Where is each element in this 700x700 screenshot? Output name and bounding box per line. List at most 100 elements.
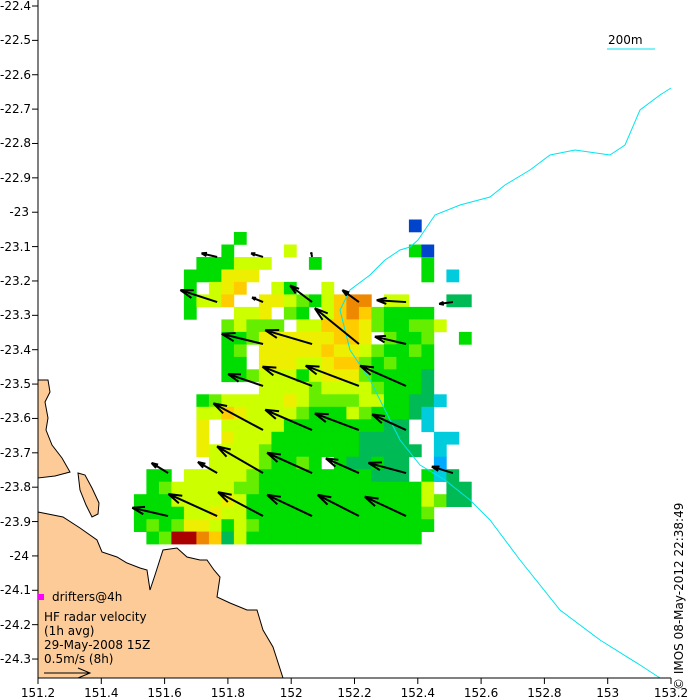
velocity-cell [283,344,297,358]
velocity-cell [296,494,310,507]
velocity-cell [371,344,385,358]
velocity-cell [421,269,435,283]
velocity-cell [346,294,360,308]
velocity-cell [308,494,322,507]
velocity-cell [271,369,285,383]
velocity-cell [246,257,260,270]
velocity-cell [146,519,160,532]
velocity-cell [371,444,385,458]
velocity-cell [358,394,372,408]
velocity-cell [408,306,422,320]
velocity-cell [221,506,235,520]
velocity-cell [271,356,285,370]
velocity-cell [446,294,460,308]
velocity-cell [408,344,422,358]
velocity-arrow [179,289,218,304]
x-tick-label: 151.2 [20,686,56,700]
velocity-cell [258,344,272,358]
velocity-cell [408,406,422,420]
velocity-cell [396,344,410,358]
y-tick-label: -23.5 [0,377,32,392]
velocity-cell [383,431,397,445]
velocity-cell [408,369,422,383]
velocity-cell [308,469,322,482]
y-tick-label: -23.1 [0,239,32,254]
velocity-cell [308,344,322,358]
velocity-cell [158,519,172,532]
velocity-cell [221,344,235,358]
velocity-cell [396,306,410,320]
velocity-cell [208,257,222,270]
velocity-cell [271,394,285,408]
velocity-cell [221,269,235,283]
velocity-cell [358,531,372,545]
velocity-cell [233,281,247,295]
velocity-cell [358,331,372,345]
velocity-cell [208,269,222,283]
velocity-cell [321,381,335,395]
velocity-cell [408,531,422,545]
velocity-cell [296,306,310,320]
velocity-cell [246,269,260,283]
velocity-cell [308,319,322,333]
isobath-200m-line [339,87,672,679]
velocity-cell [433,431,447,445]
velocity-cell [421,506,435,520]
velocity-cell [383,481,397,495]
velocity-cell [246,494,260,507]
velocity-cell [183,519,197,532]
velocity-arrow [227,373,264,387]
velocity-cell [383,381,397,395]
velocity-cell [283,394,297,408]
velocity-cell [271,381,285,395]
velocity-cell [383,494,397,507]
velocity-cell [258,519,272,532]
x-tick-label: 151.8 [210,686,246,700]
velocity-cell [333,506,347,520]
velocity-cell [371,431,385,445]
velocity-cell [321,294,335,308]
velocity-cell [421,494,435,507]
velocity-cell [358,306,372,320]
velocity-cell [371,519,385,532]
x-tick-label: 153 [596,686,620,700]
velocity-cell [233,319,247,333]
velocity-cell [308,531,322,545]
velocity-cell [208,494,222,507]
velocity-cell [308,481,322,495]
velocity-arrow [150,461,169,474]
velocity-cell [371,394,385,408]
velocity-cell [396,481,410,495]
velocity-cell [408,244,422,258]
velocity-arrow [216,445,264,474]
velocity-cell [346,519,360,532]
velocity-cell [233,356,247,370]
velocity-cell [246,394,260,408]
legend-title: HF radar velocity [44,610,147,624]
velocity-cell [396,456,410,470]
velocity-cell [258,257,272,270]
velocity-cell [333,306,347,320]
velocity-cell [383,444,397,458]
velocity-cell [333,444,347,458]
velocity-arrow [374,334,407,345]
velocity-cell [196,394,210,408]
velocity-cell [221,319,235,333]
velocity-cell [321,281,335,295]
velocity-cell [296,406,310,420]
velocity-cell [283,356,297,370]
velocity-cell [221,394,235,408]
velocity-cell [421,381,435,395]
velocity-cell [258,306,272,320]
velocity-cell [221,456,235,470]
velocity-cell [383,469,397,482]
velocity-arrow [217,491,264,517]
velocity-cell [333,406,347,420]
velocity-cell [196,531,210,545]
velocity-cell [133,494,147,507]
velocity-cell [171,531,185,545]
velocity-cell [421,394,435,408]
velocity-cell [296,444,310,458]
velocity-cell [446,431,460,445]
y-tick-label: -23.8 [0,480,32,495]
